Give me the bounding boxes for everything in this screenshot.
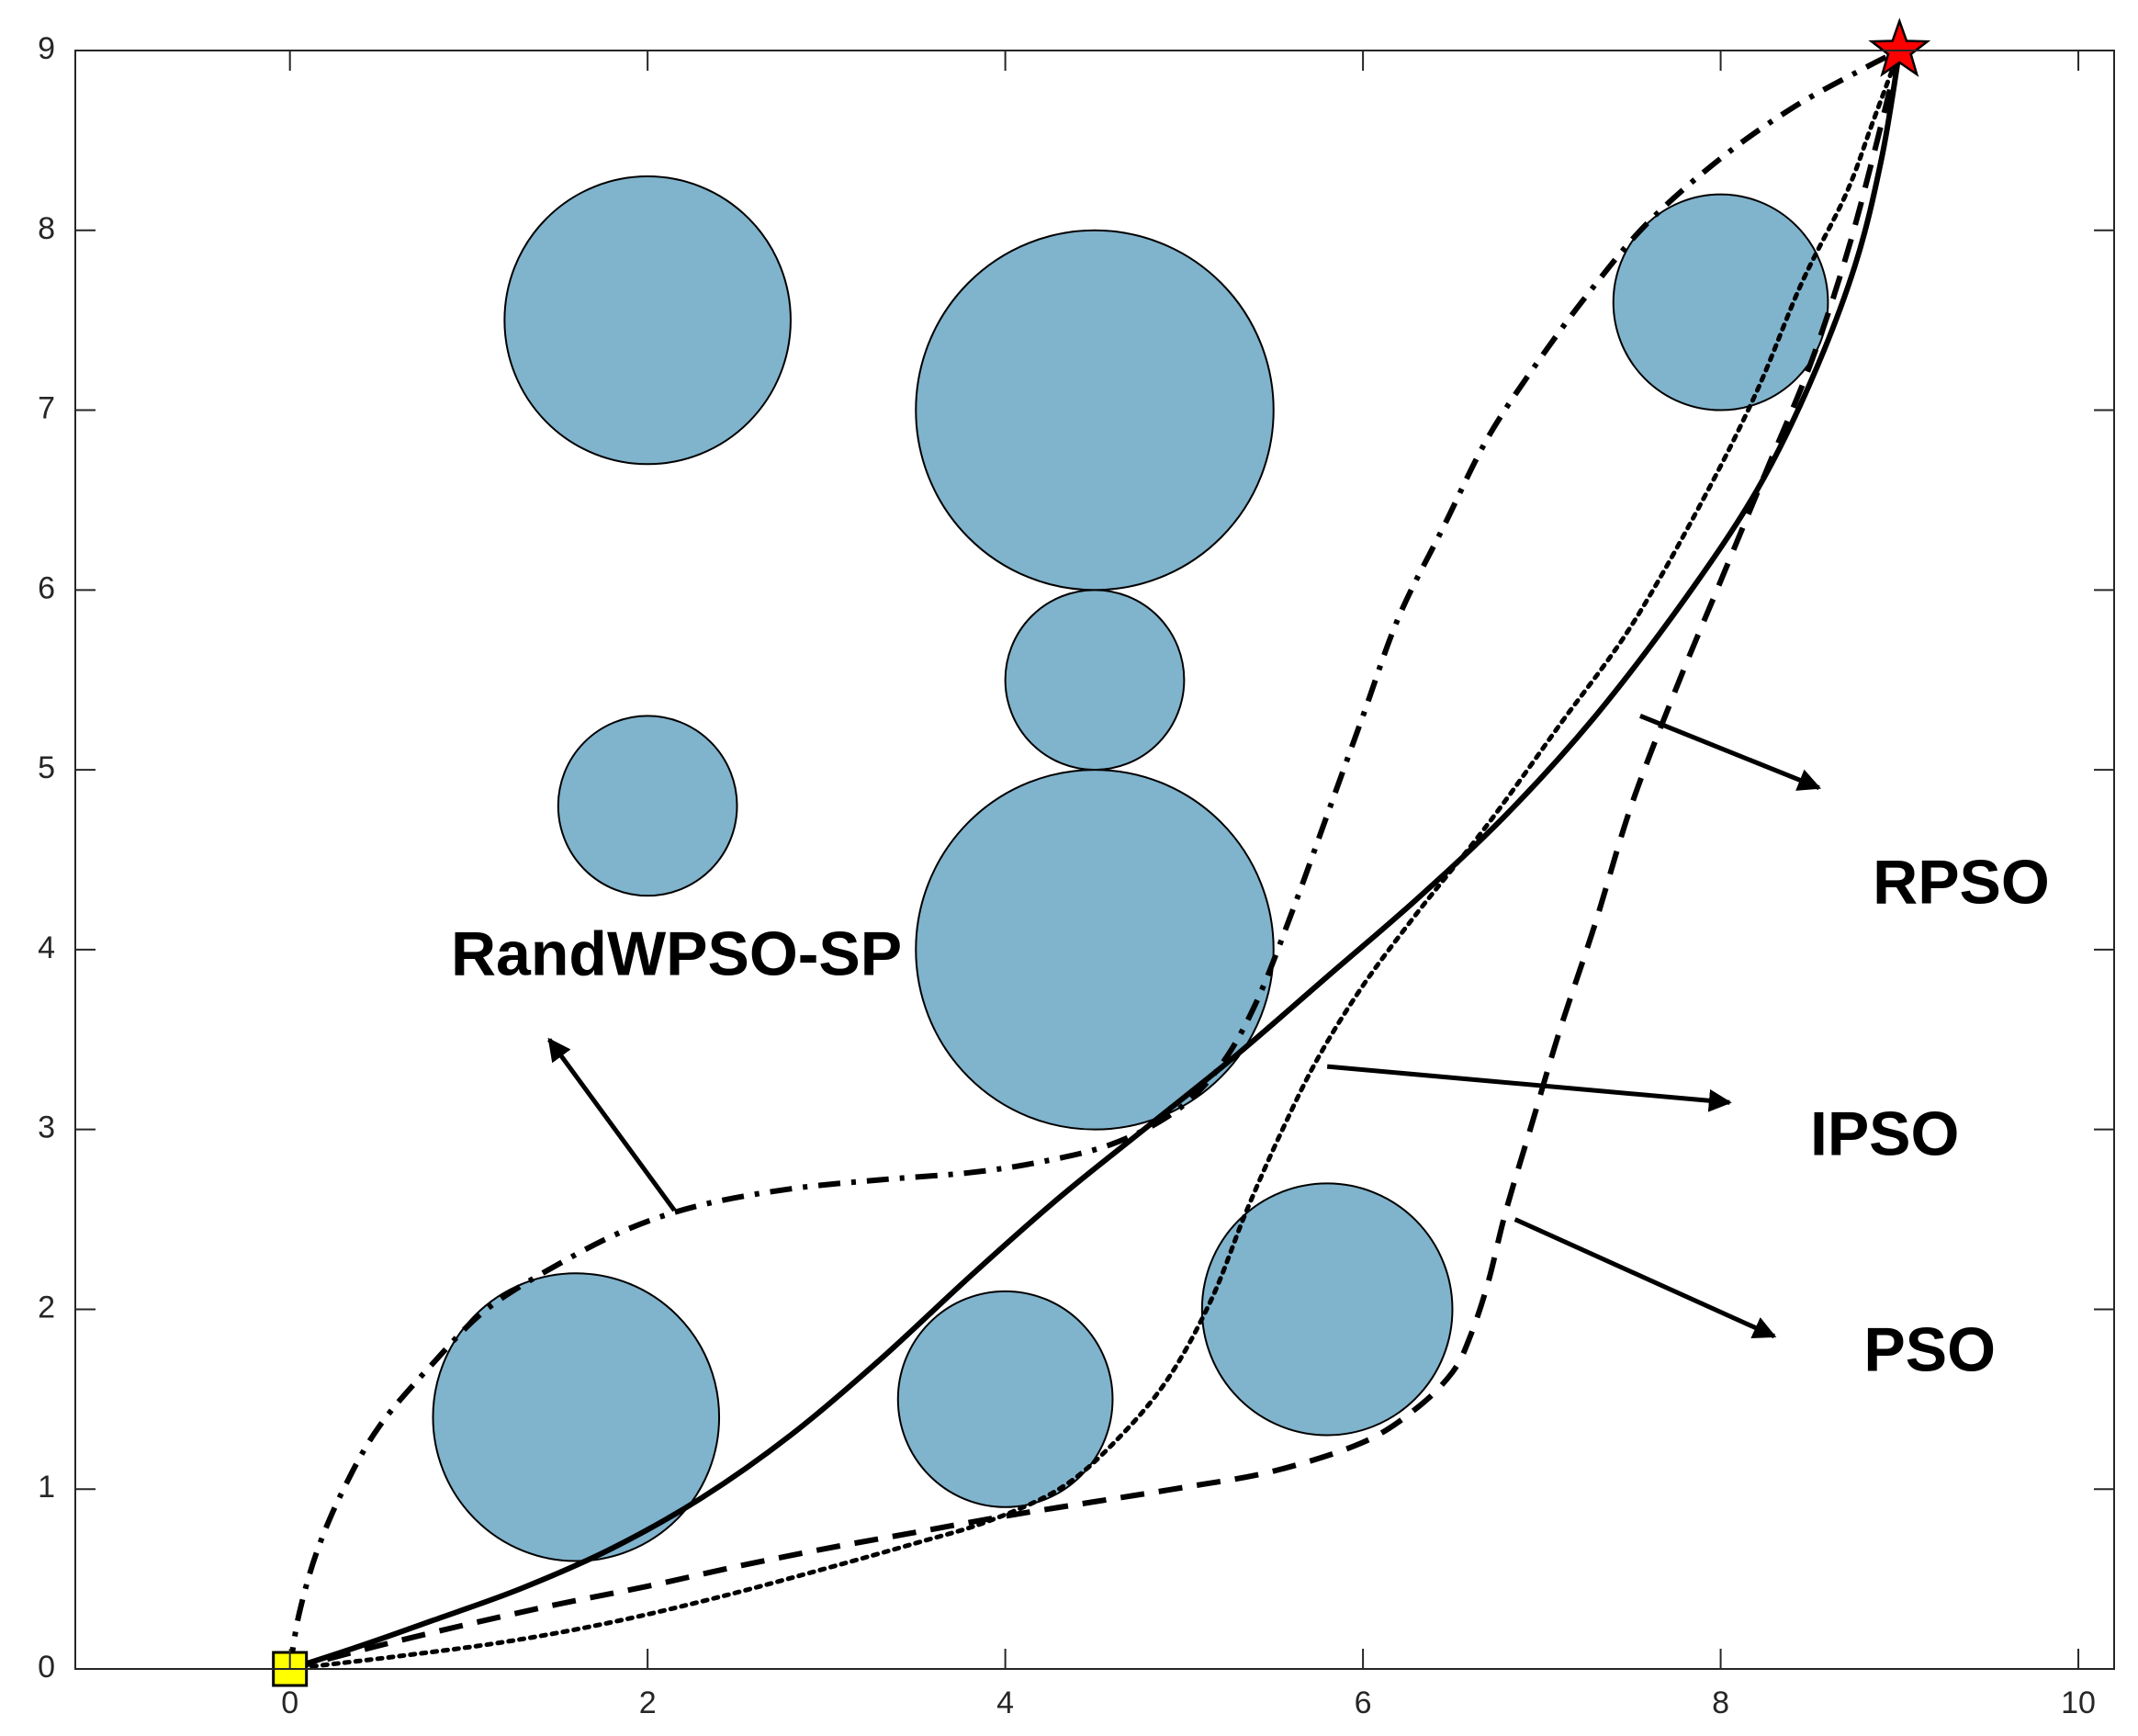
y-tick-label: 1 bbox=[38, 1470, 55, 1505]
y-tick-label: 2 bbox=[38, 1290, 55, 1325]
y-tick-label: 7 bbox=[38, 391, 55, 426]
y-tick-label: 9 bbox=[38, 31, 55, 66]
y-tick-label: 8 bbox=[38, 211, 55, 246]
annotation-arrow bbox=[547, 1037, 677, 1212]
path-line-rpso bbox=[288, 51, 1903, 1669]
annotation-label: IPSO bbox=[1810, 1099, 1959, 1168]
path-line-ipso bbox=[287, 51, 1902, 1669]
y-tick-label: 4 bbox=[38, 930, 55, 965]
annotation-arrow bbox=[1513, 1217, 1777, 1339]
x-tick-label: 10 bbox=[2061, 1685, 2096, 1720]
obstacle-circle bbox=[915, 769, 1275, 1131]
y-tick-label: 5 bbox=[38, 750, 55, 785]
annotation-arrow bbox=[1639, 714, 1822, 791]
plot-frame bbox=[74, 50, 2115, 1670]
obstacle-circle bbox=[1612, 193, 1829, 411]
annotation-arrows bbox=[547, 714, 1822, 1339]
path-line-pso bbox=[288, 51, 1903, 1669]
annotation-label: RPSO bbox=[1873, 847, 2050, 917]
obstacle-circle bbox=[503, 175, 792, 466]
obstacle-circle bbox=[1004, 589, 1186, 772]
x-tick-label: 0 bbox=[281, 1685, 298, 1720]
paths bbox=[287, 51, 1903, 1669]
obstacle-circle bbox=[432, 1272, 721, 1562]
y-tick-label: 6 bbox=[38, 570, 55, 605]
goal-marker bbox=[1868, 17, 1931, 77]
annotation-labels: RandWPSO-SP RPSO IPSO PSO bbox=[451, 847, 2050, 1384]
obstacle-circle bbox=[915, 229, 1275, 592]
x-tick-label: 8 bbox=[1712, 1685, 1729, 1720]
obstacle-circle bbox=[896, 1290, 1114, 1508]
axes: 0 2 4 6 8 10 0 1 2 3 4 5 6 7 8 9 bbox=[38, 31, 2114, 1720]
y-tick-label: 3 bbox=[38, 1110, 55, 1145]
obstacle-circle bbox=[557, 715, 738, 897]
annotation-label: RandWPSO-SP bbox=[451, 919, 902, 989]
x-tick-label: 2 bbox=[639, 1685, 657, 1720]
path-line-randwpso-sp bbox=[287, 51, 1901, 1669]
obstacle-circle bbox=[1200, 1182, 1454, 1437]
obstacles bbox=[432, 175, 1829, 1562]
annotation-label: PSO bbox=[1863, 1314, 1996, 1384]
x-tick-label: 4 bbox=[996, 1685, 1014, 1720]
y-tick-label: 0 bbox=[38, 1650, 55, 1685]
x-tick-label: 6 bbox=[1355, 1685, 1372, 1720]
annotation-arrow bbox=[1326, 1064, 1732, 1112]
